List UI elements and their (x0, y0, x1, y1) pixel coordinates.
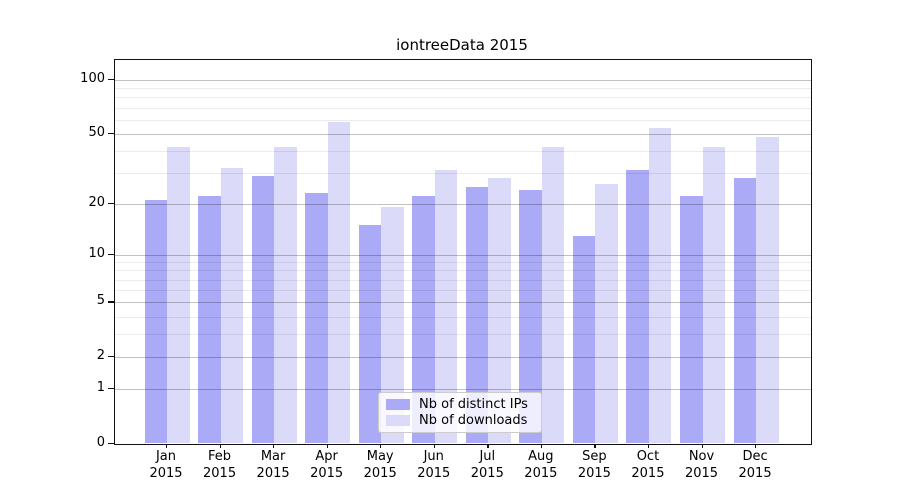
grid-line-minor (115, 97, 811, 99)
y-tick-mark (107, 355, 114, 358)
legend-item-downloads: Nb of downloads (386, 413, 541, 428)
legend: Nb of distinct IPs Nb of downloads (378, 392, 542, 433)
x-tick-mark (540, 443, 543, 449)
x-tick-mark (433, 443, 436, 449)
bar-distinct-ips (305, 193, 328, 444)
grid-line-minor (115, 172, 811, 174)
grid-line-major (115, 356, 811, 358)
x-tick-label: Nov 2015 (684, 449, 719, 481)
bar-distinct-ips (198, 196, 221, 444)
bar-downloads (434, 170, 458, 444)
grid-line-minor (115, 334, 811, 336)
grid-line-major (115, 203, 811, 205)
bar-downloads (702, 147, 725, 444)
bar-distinct-ips (572, 235, 596, 444)
y-tick-label: 20 (88, 194, 105, 210)
grid-line-minor (115, 279, 811, 281)
legend-swatch-distinct-ips (386, 398, 410, 410)
x-tick-mark (166, 443, 168, 449)
y-tick-mark (107, 387, 114, 390)
bar-downloads (595, 183, 618, 444)
grid-line-minor (115, 150, 811, 152)
x-tick-mark (701, 443, 703, 449)
y-tick-label: 5 (96, 293, 105, 309)
legend-swatch-downloads (386, 415, 410, 427)
x-tick-mark (647, 443, 650, 449)
bar-downloads (274, 147, 297, 444)
y-tick-mark (107, 253, 114, 255)
x-tick-label: Sep 2015 (577, 449, 611, 481)
bar-distinct-ips (519, 189, 542, 444)
bar-distinct-ips (465, 186, 489, 444)
grid-line-major (115, 302, 811, 304)
bar-downloads (648, 127, 672, 444)
x-tick-label: May 2015 (363, 449, 397, 481)
x-tick-mark (273, 443, 275, 449)
bar-distinct-ips (358, 225, 382, 444)
y-tick-mark (107, 132, 114, 135)
y-tick-mark (107, 301, 114, 303)
y-tick-label: 1 (96, 379, 105, 395)
x-tick-mark (219, 443, 221, 449)
x-tick-mark (755, 443, 757, 449)
bar-distinct-ips (412, 196, 435, 444)
x-tick-label: Mar 2015 (256, 449, 290, 481)
y-tick-label: 100 (80, 70, 105, 86)
x-tick-label: Feb 2015 (203, 449, 237, 481)
bar-distinct-ips (680, 196, 703, 444)
x-tick-mark (487, 443, 489, 449)
x-tick-label: Jan 2015 (149, 449, 183, 481)
legend-item-distinct-ips: Nb of distinct IPs (386, 397, 541, 412)
y-tick-mark (107, 78, 114, 81)
grid-line-major (115, 133, 811, 135)
bar-downloads (541, 147, 565, 444)
grid-line-minor (115, 316, 811, 318)
y-tick-label: 10 (88, 245, 105, 261)
chart-title: iontreeData 2015 (396, 36, 528, 54)
x-tick-label: Aug 2015 (524, 449, 558, 481)
legend-label-downloads: Nb of downloads (419, 413, 528, 429)
grid-line-major (115, 254, 811, 256)
y-tick-mark (107, 442, 114, 444)
y-tick-label: 50 (88, 124, 105, 140)
y-tick-mark (107, 202, 114, 204)
bar-downloads (167, 147, 190, 444)
bar-downloads (756, 136, 779, 444)
x-tick-label: Jul 2015 (470, 449, 504, 481)
y-tick-label: 0 (96, 434, 105, 450)
bar-distinct-ips (144, 199, 167, 444)
bar-downloads (220, 168, 244, 444)
x-tick-label: Dec 2015 (738, 449, 772, 481)
x-tick-mark (326, 443, 328, 449)
grid-line-minor (115, 270, 811, 272)
grid-line-minor (115, 119, 811, 121)
y-tick-label: 2 (96, 347, 105, 363)
grid-line-major (115, 388, 811, 390)
grid-line-minor (115, 107, 811, 109)
bar-downloads (327, 122, 351, 444)
x-tick-label: Oct 2015 (631, 449, 665, 481)
x-tick-mark (594, 443, 596, 449)
x-tick-label: Apr 2015 (310, 449, 344, 481)
bar-distinct-ips (733, 178, 757, 444)
bar-distinct-ips (626, 170, 649, 444)
bar-downloads (381, 207, 404, 444)
grid-line-minor (115, 88, 811, 90)
grid-line-minor (115, 290, 811, 292)
bar-downloads (488, 178, 511, 444)
grid-line-minor (115, 262, 811, 264)
grid-line-major (115, 79, 811, 81)
x-tick-mark (380, 443, 382, 449)
x-tick-label: Jun 2015 (417, 449, 451, 481)
plot-area (114, 59, 812, 445)
legend-label-distinct-ips: Nb of distinct IPs (419, 396, 528, 412)
bar-distinct-ips (251, 175, 275, 444)
